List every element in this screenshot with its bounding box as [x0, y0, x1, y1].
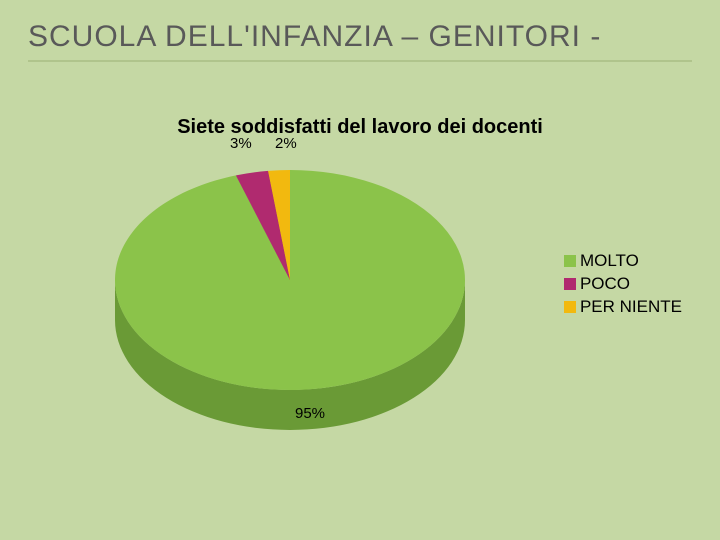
legend-item-molto: MOLTO: [564, 250, 682, 273]
legend-marker-icon: [564, 278, 576, 290]
page-title: SCUOLA DELL'INFANZIA – GENITORI -: [28, 20, 692, 62]
pie-svg: [110, 150, 470, 450]
pie-chart: [110, 150, 470, 450]
slide: SCUOLA DELL'INFANZIA – GENITORI - Siete …: [0, 0, 720, 540]
legend-item-perniente: PER NIENTE: [564, 296, 682, 319]
legend-label: POCO: [580, 273, 630, 296]
legend-marker-icon: [564, 301, 576, 313]
legend-label: PER NIENTE: [580, 296, 682, 319]
chart-title: Siete soddisfatti del lavoro dei docenti: [0, 116, 720, 139]
datalabel-95: 95%: [295, 405, 325, 422]
legend-marker-icon: [564, 255, 576, 267]
datalabel-2: 2%: [275, 135, 297, 152]
legend-item-poco: POCO: [564, 273, 682, 296]
legend-label: MOLTO: [580, 250, 639, 273]
datalabel-3: 3%: [230, 135, 252, 152]
legend: MOLTO POCO PER NIENTE: [564, 250, 682, 319]
